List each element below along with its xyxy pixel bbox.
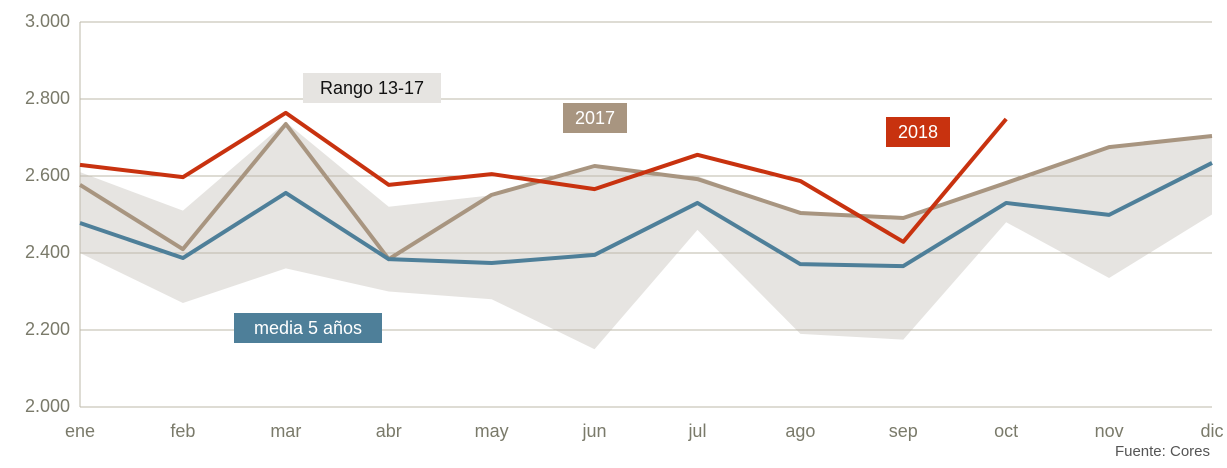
series-label: 2018 (898, 122, 938, 142)
series-label: 2017 (575, 108, 615, 128)
x-tick-label: nov (1095, 421, 1124, 441)
series-line (79, 110, 1008, 244)
series-label: media 5 años (254, 318, 362, 338)
x-tick-label: dic (1200, 421, 1223, 441)
y-tick-label: 2.600 (25, 165, 70, 185)
band-label: Rango 13-17 (320, 78, 424, 98)
x-tick-label: jun (582, 421, 607, 441)
x-tick-label: ago (785, 421, 815, 441)
x-tick-label: feb (170, 421, 195, 441)
y-tick-label: 2.000 (25, 396, 70, 416)
y-tick-label: 2.200 (25, 319, 70, 339)
range-band (80, 122, 1212, 350)
x-tick-label: mar (270, 421, 301, 441)
series-label-box (886, 117, 950, 147)
x-tick-label: jul (687, 421, 706, 441)
band-label-box (303, 73, 441, 103)
x-tick-label: may (475, 421, 509, 441)
x-tick-label: oct (994, 421, 1018, 441)
x-tick-label: ene (65, 421, 95, 441)
series-label-box (563, 103, 627, 133)
series-label-box (234, 313, 382, 343)
x-tick-label: sep (889, 421, 918, 441)
y-tick-label: 2.800 (25, 88, 70, 108)
y-tick-label: 2.400 (25, 242, 70, 262)
y-tick-label: 3.000 (25, 11, 70, 31)
source-note: Fuente: Cores (1115, 443, 1210, 460)
series-line (79, 161, 1213, 269)
x-tick-label: abr (376, 421, 402, 441)
